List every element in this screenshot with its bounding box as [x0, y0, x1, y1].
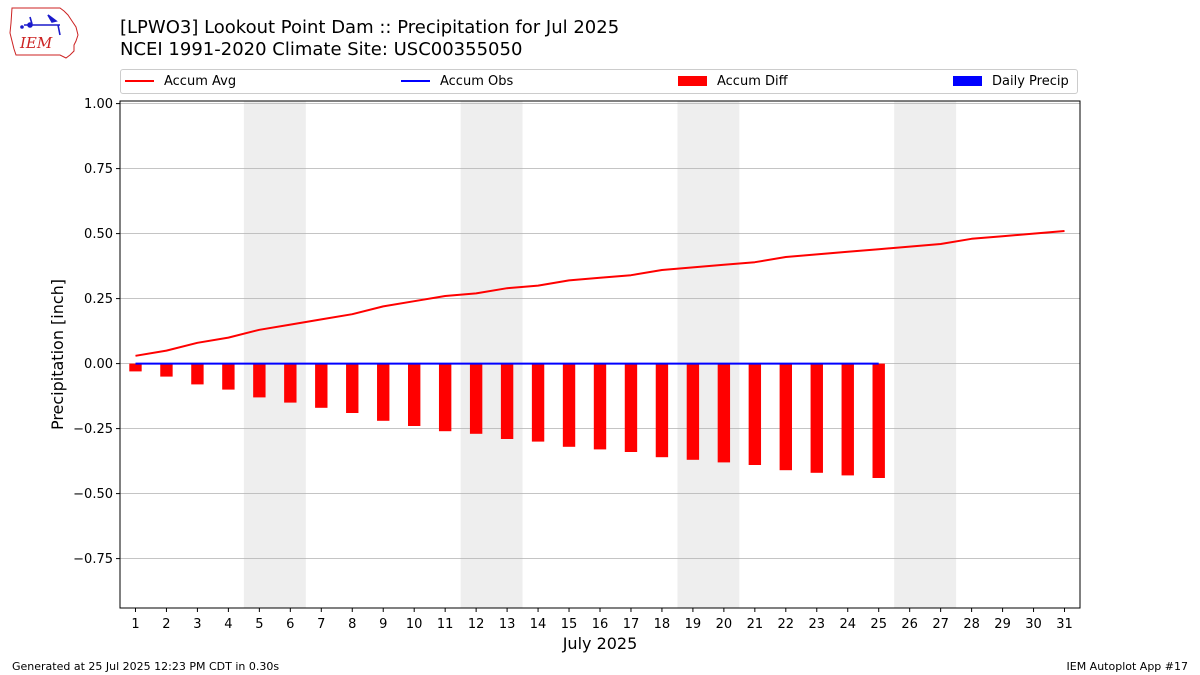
legend-label-accum-obs: Accum Obs: [440, 74, 514, 89]
x-tick-label: 25: [870, 617, 887, 632]
accum-diff-bar: [593, 363, 607, 450]
iowa-outline-icon: [9, 7, 79, 59]
x-tick-label: 3: [193, 617, 201, 632]
x-tick-label: 9: [379, 617, 387, 632]
chart-legend: Accum Avg Accum Obs Accum Diff Daily Pre…: [120, 69, 1078, 94]
x-tick-label: 5: [255, 617, 263, 632]
y-tick-label: −0.75: [73, 552, 113, 567]
y-tick-label: 0.75: [84, 162, 113, 177]
weekend-band: [243, 101, 306, 608]
accum-diff-bar: [129, 363, 142, 372]
accum-diff-bar: [284, 363, 297, 403]
x-tick-label: 15: [561, 617, 578, 632]
accum-diff-bar: [438, 363, 452, 432]
weekend-band: [894, 101, 957, 608]
legend-label-accum-avg: Accum Avg: [164, 74, 237, 89]
accum-diff-bars: [129, 363, 885, 478]
x-tick-label: 20: [716, 617, 733, 632]
x-tick-label: 27: [932, 617, 949, 632]
accum-diff-bar: [160, 363, 173, 377]
legend-label-accum-diff: Accum Diff: [717, 74, 788, 89]
legend-label-daily-precip: Daily Precip: [992, 74, 1069, 89]
x-tick-label: 18: [654, 617, 671, 632]
axes-ticks: 1.000.750.500.250.00−0.25−0.50−0.751 2 3 4 5…: [73, 97, 1073, 632]
chart-title-line-1: [LPWO3] Lookout Point Dam :: Precipitati…: [120, 17, 620, 38]
accum-diff-bar: [469, 363, 483, 434]
x-tick-label: 17: [623, 617, 640, 632]
x-tick-label: 26: [901, 617, 918, 632]
plot-frame: [119, 100, 1081, 609]
footer-generated-text: Generated at 25 Jul 2025 12:23 PM CDT in…: [12, 660, 280, 673]
x-tick-label: 29: [994, 617, 1011, 632]
y-tick-label: 0.25: [84, 292, 113, 307]
x-tick-label: 12: [468, 617, 485, 632]
legend-swatch-accum-avg: [125, 79, 154, 82]
y-tick-label: −0.50: [73, 487, 113, 502]
weekend-band: [460, 101, 523, 608]
x-axis-label: July 2025: [562, 634, 638, 653]
legend-swatch-accum-obs: [401, 79, 430, 82]
legend-swatch-accum-diff: [678, 75, 707, 86]
iem-logo-text: IEM: [19, 34, 53, 52]
iem-logo: IEM: [9, 7, 79, 59]
chart-title-line-2: NCEI 1991-2020 Climate Site: USC00355050: [120, 39, 523, 60]
accum-diff-bar: [253, 363, 266, 398]
x-tick-label: 10: [406, 617, 423, 632]
x-tick-label: 14: [530, 617, 547, 632]
accum-diff-bar: [315, 363, 328, 408]
accum-diff-bar: [377, 363, 390, 421]
y-tick-label: −0.25: [73, 422, 113, 437]
x-tick-label: 8: [348, 617, 356, 632]
accum-diff-bar: [500, 363, 514, 439]
legend-item-accum-obs: Accum Obs: [401, 74, 513, 90]
x-tick-label: 16: [592, 617, 609, 632]
x-tick-label: 19: [685, 617, 702, 632]
legend-swatch-daily-precip: [953, 75, 982, 86]
accum-diff-bar: [562, 363, 576, 447]
x-tick-label: 23: [809, 617, 826, 632]
x-tick-label: 11: [437, 617, 454, 632]
accum-diff-bar: [222, 363, 235, 390]
x-tick-label: 30: [1025, 617, 1042, 632]
grid-lines: [120, 103, 1080, 559]
x-tick-label: 4: [224, 617, 232, 632]
y-tick-label: 0.50: [84, 227, 113, 242]
y-axis-label: Precipitation [inch]: [48, 279, 67, 430]
x-tick-label: 2: [162, 617, 170, 632]
accum-diff-bar: [655, 363, 669, 458]
accum-diff-bar: [408, 363, 421, 426]
x-tick-label: 22: [778, 617, 795, 632]
legend-item-accum-diff: Accum Diff: [678, 74, 788, 90]
legend-item-accum-avg: Accum Avg: [125, 74, 236, 90]
x-tick-label: 31: [1056, 617, 1073, 632]
accum-diff-bar: [841, 363, 854, 476]
x-tick-label: 13: [499, 617, 516, 632]
accum-diff-bar: [810, 363, 823, 473]
x-tick-label: 7: [317, 617, 325, 632]
x-tick-label: 24: [839, 617, 856, 632]
weather-station-icon: [20, 14, 61, 36]
weekend-bands: [243, 101, 957, 608]
x-tick-label: 6: [286, 617, 294, 632]
accum-diff-bar: [686, 363, 700, 460]
accum-diff-bar: [191, 363, 204, 385]
x-tick-label: 21: [747, 617, 764, 632]
x-tick-label: 1: [131, 617, 139, 632]
footer-app-label: IEM Autoplot App #17: [1066, 660, 1189, 673]
accum-diff-bar: [531, 363, 545, 442]
accum-diff-bar: [748, 363, 762, 465]
y-tick-label: 1.00: [84, 97, 113, 112]
accum-diff-bar: [872, 363, 885, 478]
y-tick-label: 0.00: [84, 357, 113, 372]
accum-diff-bar: [717, 363, 731, 463]
accum-avg-line: [135, 230, 1065, 357]
series-lines: [135, 230, 1065, 365]
accum-diff-bar: [624, 363, 638, 452]
weekend-band: [677, 101, 740, 608]
accum-diff-bar: [779, 363, 792, 471]
legend-item-daily-precip: Daily Precip: [953, 74, 1069, 90]
x-tick-label: 28: [963, 617, 980, 632]
accum-diff-bar: [346, 363, 359, 413]
